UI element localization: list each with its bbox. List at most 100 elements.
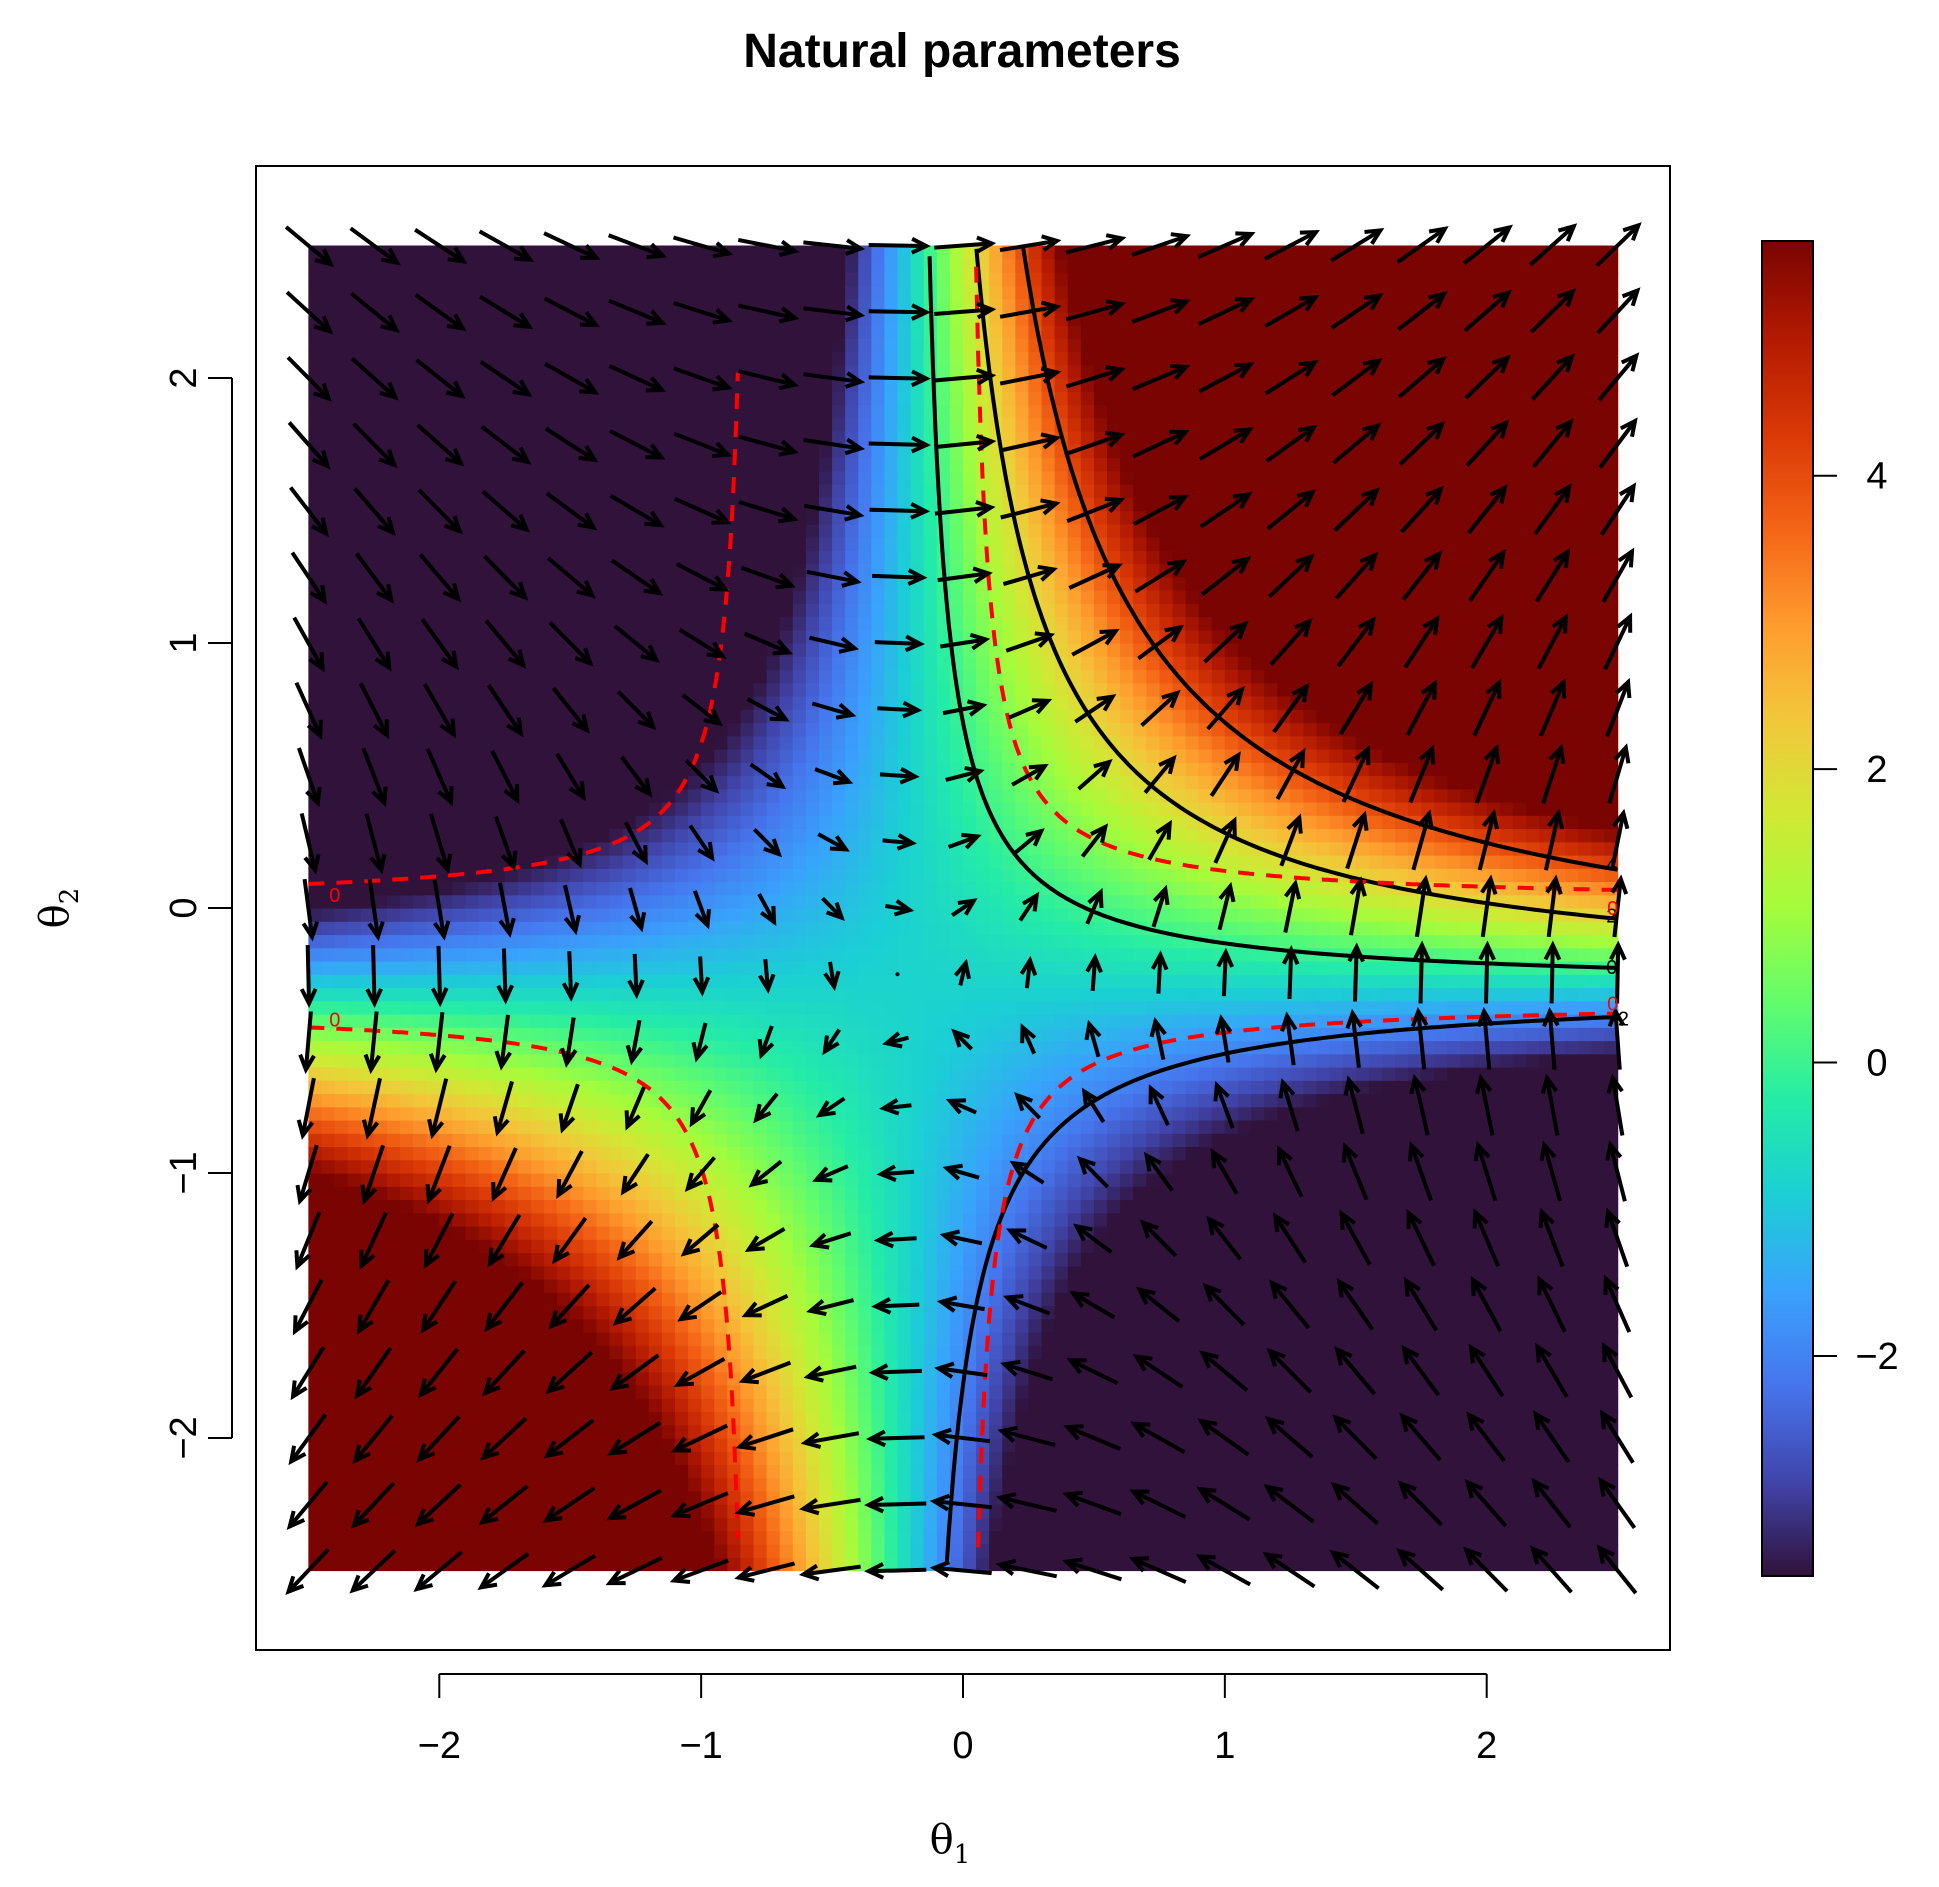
heatmap-cell: [596, 643, 611, 657]
heatmap-cell: [688, 444, 702, 459]
heatmap-cell: [504, 616, 519, 631]
heatmap-cell: [478, 272, 493, 286]
heatmap-cell: [570, 391, 584, 406]
heatmap-cell: [674, 550, 689, 565]
heatmap-cell: [491, 1212, 506, 1227]
heatmap-cell: [936, 802, 951, 816]
heatmap-cell: [805, 258, 820, 273]
heatmap-cell: [465, 497, 480, 512]
heatmap-cell: [426, 272, 440, 286]
heatmap-cell: [426, 484, 440, 498]
heatmap-cell: [805, 1027, 820, 1042]
heatmap-cell: [308, 947, 323, 962]
heatmap-cell: [871, 656, 886, 671]
heatmap-cell: [400, 815, 414, 830]
heatmap-cell: [701, 523, 715, 538]
heatmap-cell: [465, 1504, 480, 1519]
heatmap-cell: [688, 855, 702, 869]
heatmap-cell: [517, 1040, 532, 1055]
heatmap-cell: [674, 722, 689, 737]
heatmap-cell: [897, 272, 912, 286]
heatmap-cell: [805, 1120, 820, 1134]
heatmap-cell: [688, 404, 702, 419]
heatmap-cell: [360, 417, 375, 432]
heatmap-cell: [570, 1530, 584, 1545]
heatmap-cell: [386, 1530, 401, 1545]
heatmap-cell: [517, 1371, 532, 1386]
heatmap-cell: [347, 1067, 362, 1081]
heatmap-cell: [622, 1385, 637, 1399]
heatmap-cell: [530, 722, 545, 737]
heatmap-cell: [583, 1014, 597, 1028]
heatmap-cell: [923, 775, 938, 790]
heatmap-cell: [923, 1173, 938, 1187]
heatmap-cell: [858, 1424, 872, 1439]
heatmap-cell: [858, 1120, 872, 1134]
heatmap-cell: [609, 1027, 624, 1042]
heatmap-cell: [517, 364, 532, 379]
heatmap-cell: [439, 1544, 453, 1558]
heatmap-cell: [413, 894, 427, 909]
heatmap-cell: [884, 1464, 899, 1479]
heatmap-cell: [661, 828, 676, 843]
heatmap-cell: [308, 338, 323, 353]
heatmap-cell: [544, 563, 558, 578]
heatmap-cell: [674, 1477, 689, 1492]
heatmap-cell: [360, 523, 375, 538]
heatmap-cell: [557, 1517, 571, 1532]
heatmap-cell: [805, 1133, 820, 1148]
heatmap-cell: [923, 629, 938, 644]
heatmap-cell: [334, 523, 349, 538]
heatmap-cell: [334, 1186, 349, 1201]
heatmap-cell: [622, 656, 637, 671]
heatmap-cell: [818, 709, 833, 724]
heatmap-cell: [805, 1385, 820, 1399]
heatmap-cell: [688, 1000, 702, 1015]
heatmap-cell: [805, 1451, 820, 1466]
heatmap-cell: [400, 497, 414, 512]
heatmap-cell: [557, 391, 571, 406]
heatmap-cell: [818, 682, 833, 697]
heatmap-cell: [622, 272, 637, 286]
heatmap-cell: [648, 1464, 663, 1479]
heatmap-cell: [832, 1120, 846, 1134]
heatmap-cell: [517, 934, 532, 949]
heatmap-cell: [818, 1186, 833, 1201]
heatmap-cell: [727, 1544, 742, 1558]
heatmap-cell: [674, 735, 689, 750]
heatmap-cell: [465, 1491, 480, 1505]
heatmap-cell: [766, 1477, 781, 1492]
heatmap-cell: [452, 1305, 467, 1320]
heatmap-cell: [871, 1120, 886, 1134]
heatmap-cell: [373, 497, 388, 512]
heatmap-cell: [400, 1186, 414, 1201]
heatmap-cell: [779, 1067, 794, 1081]
heatmap-cell: [530, 245, 545, 260]
heatmap-cell: [858, 563, 872, 578]
heatmap-cell: [334, 722, 349, 737]
heatmap-cell: [832, 722, 846, 737]
heatmap-cell: [504, 1385, 519, 1399]
heatmap-cell: [452, 709, 467, 724]
heatmap-cell: [740, 974, 755, 989]
heatmap-cell: [792, 656, 807, 671]
heatmap-cell: [661, 1557, 676, 1572]
heatmap-cell: [674, 417, 689, 432]
heatmap-cell: [452, 987, 467, 1002]
heatmap-cell: [347, 576, 362, 591]
heatmap-cell: [832, 431, 846, 445]
heatmap-cell: [530, 841, 545, 856]
heatmap-cell: [334, 470, 349, 485]
heatmap-cell: [465, 245, 480, 260]
heatmap-cell: [805, 1186, 820, 1201]
heatmap-cell: [570, 934, 584, 949]
heatmap-cell: [622, 1292, 637, 1307]
heatmap-cell: [570, 404, 584, 419]
heatmap-cell: [321, 404, 336, 419]
heatmap-cell: [491, 669, 506, 684]
heatmap-cell: [818, 947, 833, 962]
heatmap-cell: [688, 325, 702, 339]
heatmap-cell: [701, 563, 715, 578]
heatmap-cell: [845, 1120, 859, 1134]
heatmap-cell: [386, 1424, 401, 1439]
